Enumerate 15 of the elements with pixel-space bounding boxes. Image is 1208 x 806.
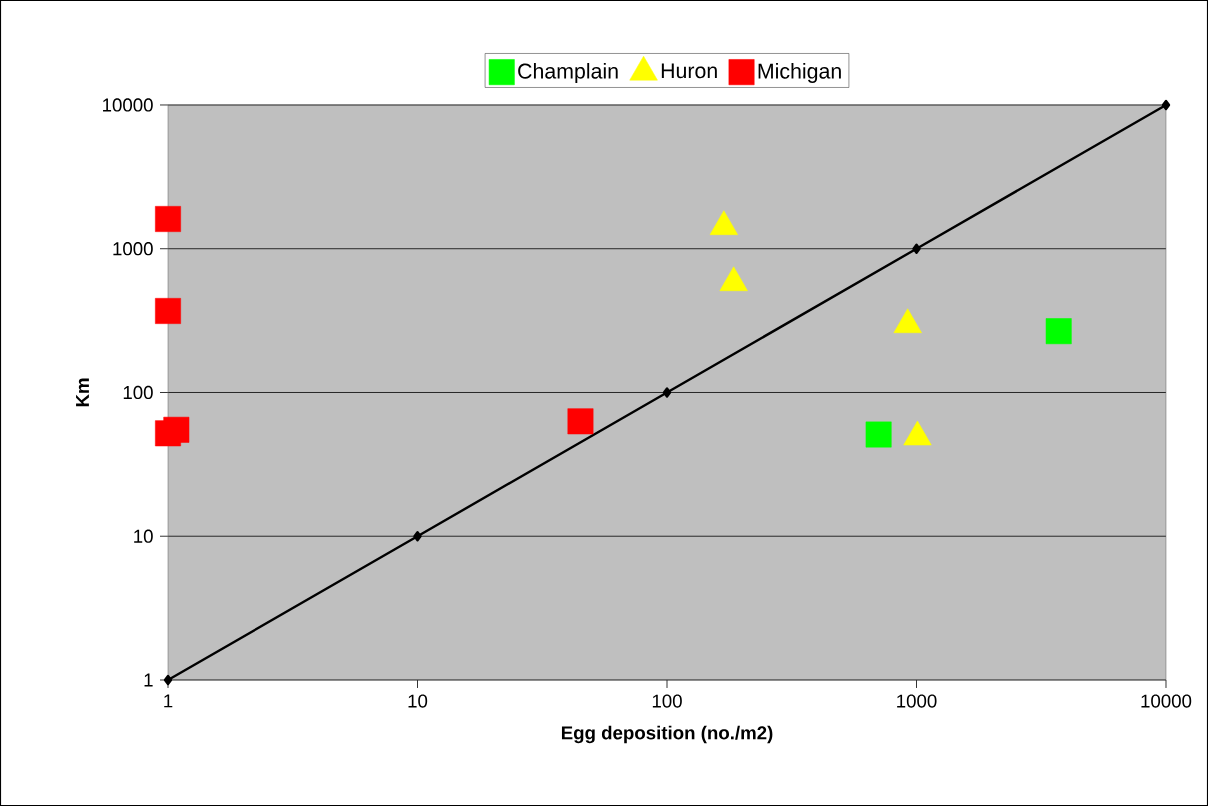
y-tick-label: 100 [123,385,153,400]
legend-label: Huron [661,63,717,79]
y-tick-label: 1 [144,673,153,687]
y-axis-title: Km [76,378,89,407]
legend-label: Michigan [758,63,841,83]
x-tick-label: 1 [164,694,173,708]
x-axis-title: Egg deposition (no./m2) [561,725,773,744]
x-tick-label: 10000 [1141,694,1192,708]
x-tick-label: 1000 [897,694,937,708]
y-tick-label: 1000 [113,242,153,256]
legend-label: Champlain [518,63,618,83]
y-tick-label: 10 [134,529,153,543]
x-tick-label: 100 [652,694,682,708]
y-tick-label: 10000 [103,98,153,112]
x-tick-label: 10 [408,694,428,708]
